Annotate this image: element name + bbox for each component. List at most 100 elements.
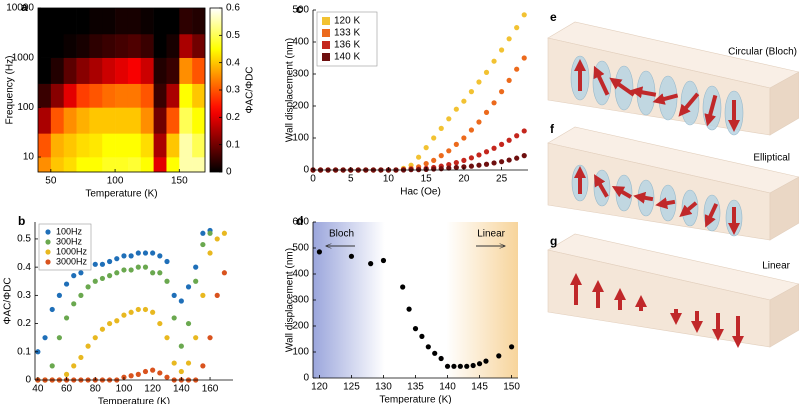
panel-letter: a	[21, 0, 28, 14]
heat-cell	[76, 107, 90, 134]
x-tick-label: 100	[107, 176, 124, 187]
data-point	[178, 368, 184, 375]
spin-arrow	[652, 93, 679, 105]
heat-cell	[102, 157, 116, 173]
data-point	[412, 326, 419, 332]
heat-cell	[115, 57, 129, 84]
legend-label: 300Hz	[56, 236, 83, 246]
y-axis-label: Frequency (Hz)	[5, 56, 16, 125]
data-point	[193, 335, 199, 341]
data-point	[78, 292, 84, 298]
data-point	[142, 264, 149, 270]
y-tick-label: 10	[23, 152, 35, 163]
heat-cell	[76, 157, 90, 173]
x-tick-label: 120	[144, 384, 161, 395]
data-point	[496, 353, 502, 359]
data-point	[92, 335, 98, 341]
legend-swatch	[45, 229, 51, 235]
heat-cell	[50, 83, 64, 108]
data-point	[498, 159, 505, 165]
data-point	[483, 149, 490, 155]
data-point	[164, 258, 170, 265]
data-point	[128, 373, 134, 379]
colorbar-tick-label: 0	[226, 167, 232, 178]
heat-cell	[140, 57, 154, 84]
data-point	[107, 320, 113, 327]
diagram-circular: e Circular (Bloch)	[547, 10, 799, 136]
data-point	[453, 164, 459, 171]
data-point	[498, 47, 505, 53]
heat-cell	[38, 33, 52, 58]
data-point	[207, 335, 213, 341]
y-tick-label: 100	[292, 347, 309, 358]
heat-cell	[76, 57, 90, 84]
heat-cell	[192, 107, 206, 134]
colorbar-label: ΦAC/ΦDC	[245, 66, 256, 113]
heat-cell	[115, 133, 129, 158]
heat-cell	[50, 133, 64, 158]
heat-cell	[63, 57, 77, 84]
data-point	[506, 157, 512, 163]
heat-cell	[166, 133, 180, 158]
spin-arrow	[704, 203, 719, 228]
data-point	[483, 161, 490, 167]
heat-cell	[179, 83, 193, 108]
legend-swatch	[322, 53, 330, 61]
data-point	[114, 318, 120, 324]
colorbar-tick-label: 0.3	[226, 85, 240, 96]
data-point	[150, 367, 156, 373]
data-point	[438, 125, 444, 131]
spin-arrow	[678, 92, 700, 117]
data-point	[207, 250, 213, 256]
data-point	[461, 98, 467, 104]
beam-end	[769, 71, 799, 136]
data-point	[476, 119, 482, 125]
colorbar-tick-label: 0.2	[226, 112, 240, 123]
heat-cell	[115, 157, 129, 173]
data-point	[400, 284, 406, 290]
data-point	[521, 12, 527, 18]
data-point	[171, 360, 177, 366]
panel-letter: e	[550, 10, 557, 24]
y-tick-label: 200	[292, 101, 309, 112]
heat-cell	[76, 133, 90, 158]
y-tick-label: 200	[292, 321, 309, 332]
legend-swatch	[45, 249, 51, 255]
x-tick-label: 140	[173, 384, 190, 395]
heat-cell	[115, 83, 129, 108]
x-tick-label: 140	[439, 382, 456, 393]
spin-arrow	[679, 201, 698, 217]
heat-cell	[192, 157, 206, 173]
diagram-label: Linear	[762, 261, 790, 272]
panel-letter: f	[550, 122, 555, 136]
heat-cell	[192, 33, 206, 58]
spin-arrow	[593, 65, 610, 96]
data-point	[157, 370, 163, 376]
colorbar-tick-label: 0.5	[226, 30, 240, 41]
heat-cell	[50, 8, 64, 35]
heat-cell	[76, 83, 90, 108]
legend-swatch	[322, 41, 330, 49]
heat-cell	[102, 83, 116, 108]
heat-cell	[179, 133, 193, 158]
legend-label: 140 K	[334, 52, 360, 63]
x-tick-label: 150	[503, 382, 520, 393]
beam-end	[769, 176, 799, 241]
heat-cell	[89, 83, 103, 108]
heat-cell	[192, 133, 206, 158]
annotation: Bloch	[329, 229, 354, 240]
heat-cell	[127, 157, 142, 173]
y-tick-label: 0	[25, 375, 31, 386]
y-tick-label: 100	[17, 102, 34, 113]
data-point	[453, 160, 459, 166]
heat-cell	[102, 133, 116, 158]
heat-cell	[140, 83, 154, 108]
data-point	[164, 278, 170, 284]
data-point	[185, 284, 192, 290]
heat-cell	[166, 83, 180, 108]
data-point	[444, 363, 451, 369]
heat-cell	[153, 107, 167, 134]
data-point	[107, 258, 113, 265]
data-point	[71, 363, 77, 369]
heat-cell	[50, 57, 64, 84]
